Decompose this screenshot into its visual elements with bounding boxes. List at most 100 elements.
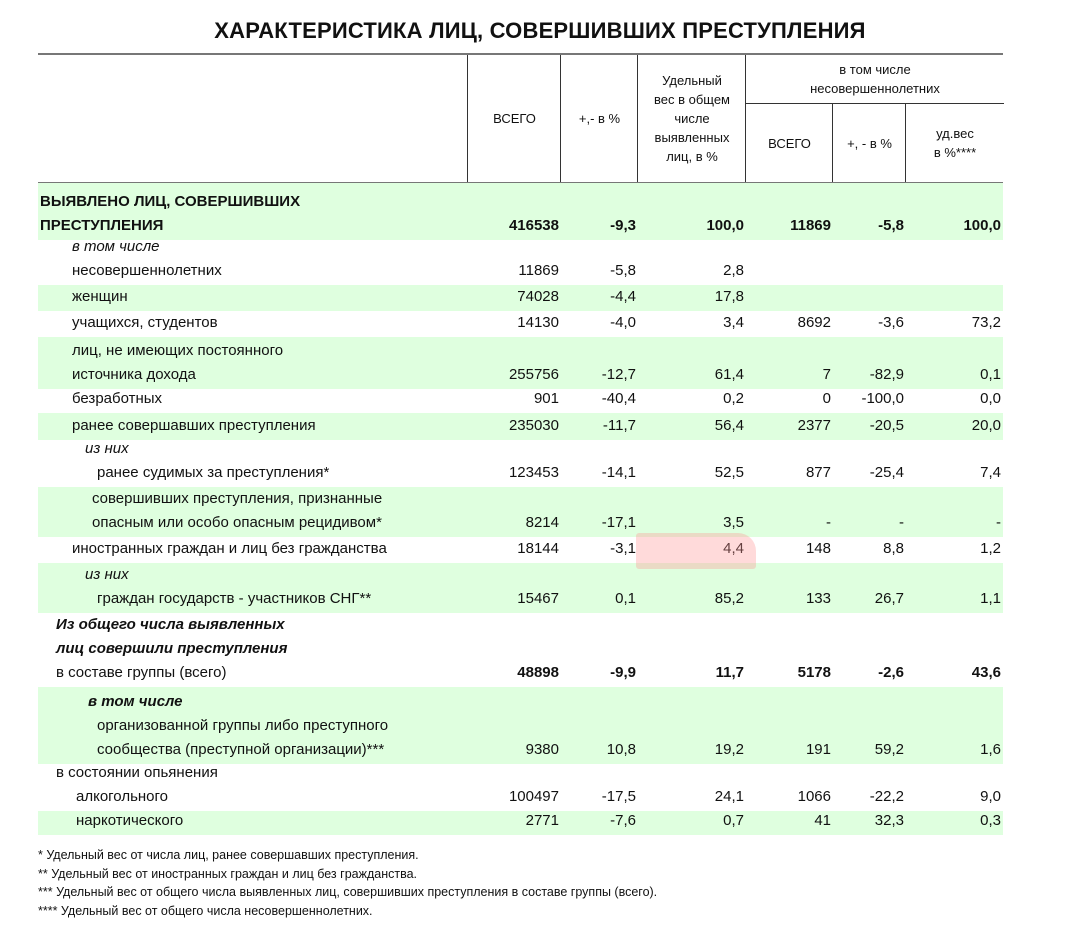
row-label-line: в том числе <box>88 693 183 710</box>
header-line: Удельный <box>662 73 722 88</box>
header-line: лиц, в % <box>666 149 718 164</box>
cell-value: 43,6 <box>971 664 1001 681</box>
cell-value: 416538 <box>508 217 559 234</box>
row-label-line: в том числе <box>72 238 160 255</box>
row-label: иностранных граждан и лиц без гражданств… <box>38 537 387 561</box>
cell-value: -2,6 <box>878 664 904 681</box>
cell-value: 133 <box>805 590 831 607</box>
cell-value: 18144 <box>517 540 559 557</box>
cell-value: 100,0 <box>963 217 1001 234</box>
table-row: в том числе несовершеннолетних 11869 -5,8 2,… <box>38 238 1003 285</box>
cell-value: - <box>826 514 831 531</box>
cell-value: -40,4 <box>601 390 636 407</box>
cell-value: 1,1 <box>980 590 1001 607</box>
cell-value: -14,1 <box>601 464 636 481</box>
cell-value: 901 <box>533 390 559 407</box>
row-label-line: в составе группы (всего) <box>56 664 227 681</box>
cell-value: 85,2 <box>714 590 744 607</box>
cell-value: 61,4 <box>714 366 744 383</box>
cell-value: 2,8 <box>723 262 744 279</box>
cell-value: 0,2 <box>723 390 744 407</box>
header-minors-share: уд.вес в %**** <box>905 104 1004 182</box>
row-label: Из общего числа выявленных лиц совершили … <box>38 613 287 685</box>
cell-value: -100,0 <box>861 390 904 407</box>
cell-value: -17,1 <box>601 514 636 531</box>
row-label: безработных <box>38 387 162 411</box>
table-row: учащихся, студентов 14130 -4,0 3,4 8692 -3,6 7… <box>38 311 1003 337</box>
page-title: ХАРАКТЕРИСТИКА ЛИЦ, СОВЕРШИВШИХ ПРЕСТУПЛ… <box>214 18 866 43</box>
row-label: учащихся, студентов <box>38 311 218 335</box>
header-minors-group: в том числе несовершеннолетних <box>745 55 1004 104</box>
cell-value: 8692 <box>797 314 831 331</box>
table-row: наркотического 2771 -7,6 0,7 41 32,3 0,3 <box>38 811 1003 835</box>
cell-value: 48898 <box>517 664 559 681</box>
cell-value: 1,2 <box>980 540 1001 557</box>
footnote: * Удельный вес от числа лиц, ранее совер… <box>38 848 419 862</box>
table-row: из них ранее судимых за преступления* 1234… <box>38 440 1003 487</box>
cell-value: -82,9 <box>869 366 904 383</box>
cell-value: 1,6 <box>980 741 1001 758</box>
cell-value: - <box>996 514 1001 531</box>
row-label-line: женщин <box>72 288 128 305</box>
cell-value: -4,0 <box>610 314 636 331</box>
row-label-line: ранее судимых за преступления* <box>97 464 330 481</box>
data-table: ВЫЯВЛЕНО ЛИЦ, СОВЕРШИВШИХ ПРЕСТУПЛЕНИЯ 416… <box>38 183 1003 835</box>
cell-value: 20,0 <box>971 417 1001 434</box>
cell-value: - <box>899 514 904 531</box>
cell-value: 148 <box>805 540 831 557</box>
cell-value: 191 <box>805 741 831 758</box>
footnote: **** Удельный вес от общего числа несове… <box>38 903 373 918</box>
cell-value: 2771 <box>525 812 559 829</box>
cell-value: 15467 <box>517 590 559 607</box>
cell-value: -5,8 <box>610 262 636 279</box>
row-label-line: безработных <box>72 390 163 407</box>
cell-value: 8214 <box>525 514 559 531</box>
row-label-line: ВЫЯВЛЕНО ЛИЦ, СОВЕРШИВШИХ <box>40 193 301 210</box>
table-row: безработных 901 -40,4 0,2 0 -100,0 0,0 <box>38 389 1003 413</box>
cell-value: 19,2 <box>714 741 744 758</box>
cell-value: 100497 <box>508 788 559 805</box>
row-label-line: источника дохода <box>72 366 196 383</box>
header-line: в том числе <box>839 62 911 77</box>
cell-value: 24,1 <box>714 788 744 805</box>
table-row: в состоянии опьянения алкогольного 100497 -… <box>38 764 1003 811</box>
row-label-line: опасным или особо опасным рецидивом* <box>92 514 382 531</box>
row-label: наркотического <box>38 809 183 833</box>
header-line: несовершеннолетних <box>810 81 940 96</box>
cell-value: -22,2 <box>869 788 904 805</box>
footnote: ** Удельный вес от иностранных граждан и… <box>38 866 418 881</box>
row-label: в том числе организованной группы либо пр… <box>38 690 388 762</box>
cell-value: 0,3 <box>980 812 1001 829</box>
cell-value: -20,5 <box>869 417 904 434</box>
cell-value: -7,6 <box>610 812 636 829</box>
cell-value: 4,4 <box>723 540 744 557</box>
row-label-line: лиц, не имеющих постоянного <box>72 342 284 359</box>
row-label-line: лиц совершили преступления <box>56 640 288 657</box>
header-line: уд.вес <box>936 126 974 141</box>
header-line: вес в общем <box>653 92 730 107</box>
cell-value: 41 <box>814 812 831 829</box>
cell-value: 59,2 <box>874 741 904 758</box>
row-label-line: организованной группы либо преступного <box>97 717 389 734</box>
row-label: в состоянии опьянения алкогольного <box>38 761 218 809</box>
footnotes: * Удельный вес от числа лиц, ранее совер… <box>38 846 657 920</box>
cell-value: 9,0 <box>980 788 1001 805</box>
cell-value: 3,5 <box>723 514 744 531</box>
highlight-marker <box>636 533 756 569</box>
cell-value: 7 <box>822 366 831 383</box>
row-label-line: из них <box>85 566 129 583</box>
cell-value: -5,8 <box>878 217 904 234</box>
cell-value: 52,5 <box>714 464 744 481</box>
row-label: в том числе несовершеннолетних <box>38 235 222 283</box>
cell-value: 73,2 <box>971 314 1001 331</box>
table-row: лиц, не имеющих постоянного источника дох… <box>38 337 1003 389</box>
header-line: в %**** <box>933 145 977 160</box>
cell-value: 3,4 <box>723 314 744 331</box>
row-label-line: совершивших преступления, признанные <box>92 490 383 507</box>
cell-value: 0,1 <box>615 590 636 607</box>
cell-value: 1066 <box>797 788 831 805</box>
cell-value: 0 <box>822 390 831 407</box>
cell-value: -25,4 <box>869 464 904 481</box>
cell-value: -9,3 <box>610 217 636 234</box>
table-row: из них граждан государств - участников СН… <box>38 563 1003 613</box>
